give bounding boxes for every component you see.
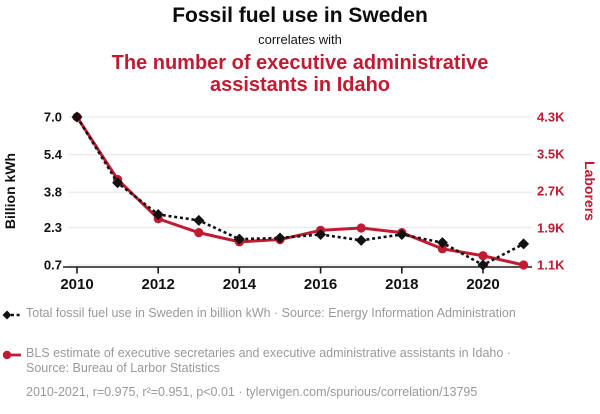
y-tick-label-right: 2.7K — [537, 184, 565, 199]
x-tick-label: 2020 — [466, 276, 499, 293]
y-tick-label-left: 5.4 — [44, 147, 63, 162]
x-tick-label: 2016 — [304, 276, 337, 293]
series-line-fossil — [75, 116, 525, 267]
x-tick-label: 2010 — [60, 276, 93, 293]
chart-subtitle: correlates with — [258, 32, 342, 47]
legend-marker-red-circle-icon — [2, 350, 21, 360]
y-tick-label-left: 3.8 — [44, 185, 62, 200]
data-point-fossil — [152, 208, 164, 220]
chart-header: Fossil fuel use in Sweden correlates wit… — [0, 0, 600, 96]
y-tick-label-right: 1.1K — [537, 258, 565, 273]
chart-title: Fossil fuel use in Sweden — [172, 4, 428, 27]
legend-marker-black-diamond-icon — [2, 310, 21, 320]
y-tick-label-left: 0.7 — [44, 258, 62, 273]
data-point-bls — [519, 260, 529, 270]
y-tick-label-left: 2.3 — [44, 220, 62, 235]
data-point-bls — [437, 244, 447, 254]
legend-label-bls-estimate: BLS estimate of executive secretaries an… — [26, 346, 511, 375]
legend-item-fossil-fuel: Total fossil fuel use in Sweden in billi… — [2, 306, 516, 321]
x-tick-label: 2018 — [385, 276, 418, 293]
y-axis-label-left: Billion kWh — [2, 152, 18, 230]
data-point-fossil — [274, 232, 286, 244]
data-point-bls — [478, 251, 488, 261]
legend-item-bls-estimate: BLS estimate of executive secretaries an… — [2, 346, 516, 375]
y-axis-label-right: Laborers — [582, 161, 598, 221]
plot-area: 7.0 5.4 3.8 2.3 0.7 4.3K 3.5K 2.7K 1.9K 1.1K 2010 2… — [44, 110, 565, 294]
data-point-fossil — [477, 259, 489, 271]
data-point-fossil — [355, 234, 367, 246]
stats-footnote: 2010-2021, r=0.975, r²=0.951, p<0.01 · t… — [26, 385, 478, 399]
y-tick-label-left: 7.0 — [44, 110, 62, 125]
data-point-fossil — [112, 177, 124, 189]
x-tick-label: 2014 — [223, 276, 257, 293]
data-point-fossil — [71, 111, 83, 123]
data-point-fossil — [193, 214, 205, 226]
data-point-bls — [356, 223, 366, 233]
data-point-fossil — [518, 238, 530, 250]
data-point-bls — [194, 228, 204, 238]
series-line-bls — [75, 116, 524, 267]
data-point-fossil — [396, 228, 408, 240]
data-point-fossil — [315, 228, 327, 240]
x-tick-label: 2012 — [142, 276, 175, 293]
data-point-fossil — [233, 233, 245, 245]
legend-label-fossil-fuel: Total fossil fuel use in Sweden in billi… — [26, 306, 516, 320]
chart-red-title: The number of executive administrative a… — [111, 52, 489, 96]
data-point-fossil — [436, 237, 448, 249]
y-tick-label-right: 3.5K — [537, 147, 565, 162]
y-tick-label-right: 4.3K — [537, 110, 565, 125]
y-tick-label-right: 1.9K — [537, 221, 565, 236]
